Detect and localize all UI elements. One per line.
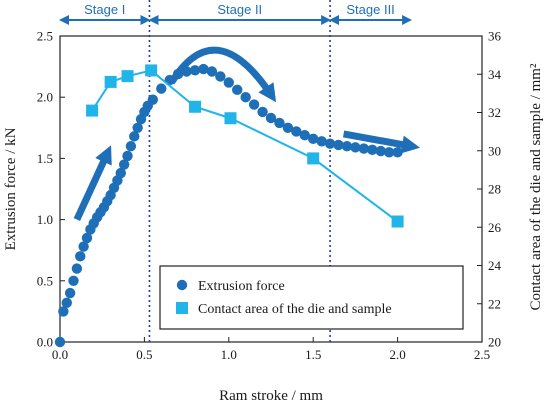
x-tick-label: 1.0 <box>221 347 237 362</box>
y-tick-label: 1.5 <box>37 151 53 166</box>
y-tick-label: 0.0 <box>37 335 53 350</box>
extrusion-force-point <box>78 241 89 252</box>
y-tick-label: 1.0 <box>37 212 53 227</box>
y2-tick-label: 20 <box>488 335 501 350</box>
extrusion-force-point <box>71 263 83 274</box>
y2-tick-label: 28 <box>488 182 501 197</box>
extrusion-force-point <box>189 65 201 76</box>
trend-arrow <box>342 130 421 154</box>
y2-tick-label: 26 <box>488 220 502 235</box>
y2-tick-label: 22 <box>488 296 501 311</box>
extrusion-force-point <box>324 138 336 149</box>
extrusion-force-point <box>265 112 277 124</box>
contact-area-point <box>189 100 202 113</box>
x-tick-label: 2.0 <box>389 347 405 362</box>
extrusion-force-point <box>64 287 76 299</box>
extrusion-force-point <box>375 145 386 157</box>
extrusion-force-point <box>232 84 243 96</box>
extrusion-force-point <box>54 336 66 348</box>
trend-arrow <box>168 46 277 103</box>
extrusion-force-point <box>61 297 72 309</box>
contact-area-point <box>307 152 320 165</box>
extrusion-force-point <box>181 66 192 77</box>
stage-label: Stage II <box>217 2 262 17</box>
extrusion-force-point <box>383 147 395 158</box>
extrusion-force-point <box>341 140 353 152</box>
contact-area-point <box>145 64 158 77</box>
contact-area-point <box>224 112 237 125</box>
extrusion-force-point <box>257 106 268 118</box>
arrows-layer <box>73 46 421 222</box>
extrusion-force-point <box>316 136 327 147</box>
y-tick-label: 0.5 <box>37 273 53 288</box>
x-tick-label: 2.5 <box>474 347 490 362</box>
extrusion-force-point <box>68 275 79 286</box>
extrusion-force-point <box>125 140 137 152</box>
extrusion-force-point <box>248 99 260 110</box>
x-axis-title: Ram stroke / mm <box>219 388 323 404</box>
legend-marker-extrusion-force <box>176 279 188 291</box>
extrusion-force-point <box>240 92 251 103</box>
contact-area-point <box>86 104 99 117</box>
extrusion-force-point <box>358 143 370 154</box>
legend-marker-contact-area <box>176 302 188 314</box>
extrusion-force-point <box>115 167 126 179</box>
contact-area-point <box>104 75 117 88</box>
trend-arrow <box>73 145 112 222</box>
extrusion-force-point <box>215 71 226 82</box>
extrusion-force-point <box>350 142 361 153</box>
extrusion-force-point <box>147 94 159 105</box>
extrusion-force-point <box>291 126 302 137</box>
extrusion-force-point <box>156 83 167 94</box>
legend: Extrusion force Contact area of the die a… <box>159 265 464 330</box>
extrusion-force-point <box>333 139 344 151</box>
x-tick-label: 0.5 <box>136 347 152 362</box>
x-tick-label: 1.5 <box>305 347 321 362</box>
extrusion-force-point <box>81 232 93 244</box>
extrusion-force-point <box>206 66 218 77</box>
stage-label: Stage I <box>84 2 125 17</box>
y-tick-label: 2.5 <box>37 29 53 44</box>
extrusion-force-point <box>308 133 319 145</box>
extrusion-force-point <box>198 63 209 75</box>
extrusion-force-point <box>274 117 285 129</box>
legend-box <box>159 265 464 330</box>
y2-tick-label: 24 <box>488 258 502 273</box>
y-axis-title: Extrusion force / kN <box>3 127 19 250</box>
y2-tick-label: 34 <box>488 67 502 82</box>
y-tick-label: 2.0 <box>37 90 53 105</box>
legend-label-contact-area: Contact area of the die and sample <box>198 302 392 317</box>
series-layer <box>54 63 404 348</box>
extrusion-force-point <box>172 68 184 80</box>
extrusion-force-point <box>118 159 130 170</box>
extrusion-force-point <box>282 122 294 133</box>
extrusion-force-point <box>367 144 378 156</box>
y2-tick-label: 30 <box>488 143 501 158</box>
extrusion-force-point <box>132 122 143 133</box>
extrusion-force-point <box>223 77 234 88</box>
contact-area-point <box>391 215 404 228</box>
y2-tick-label: 36 <box>488 29 502 44</box>
extrusion-force-point <box>122 150 133 162</box>
x-tick-label: 0.0 <box>52 347 68 362</box>
extrusion-force-point <box>58 306 69 317</box>
extrusion-force-point <box>392 147 403 158</box>
y2-axis-title: Contact area of the die and sample / mm² <box>528 63 544 310</box>
contact-area-point <box>121 70 134 83</box>
stage-label: Stage III <box>346 2 394 17</box>
extrusion-force-point <box>299 129 310 141</box>
extrusion-force-point <box>75 251 86 262</box>
extrusion-force-point <box>129 131 140 142</box>
y2-tick-label: 32 <box>488 105 501 120</box>
legend-label-extrusion-force: Extrusion force <box>198 279 285 294</box>
